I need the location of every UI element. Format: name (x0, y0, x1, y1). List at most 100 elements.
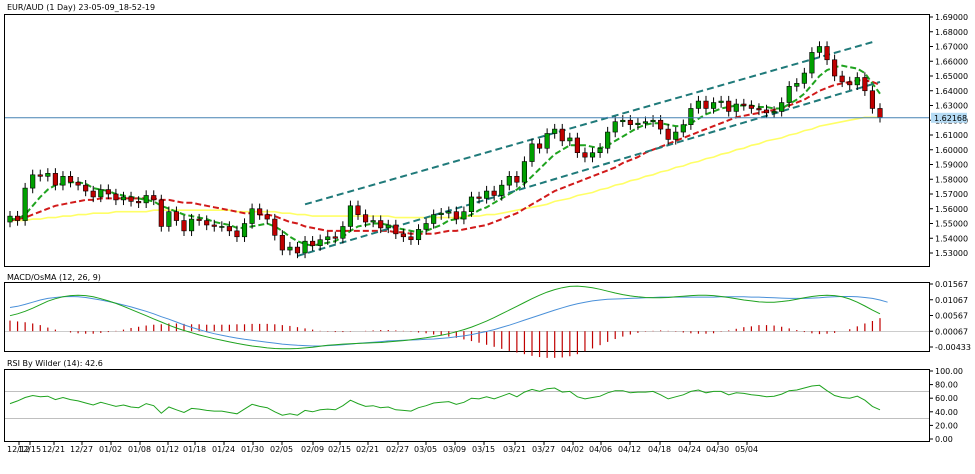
candle-body-bull (809, 52, 815, 74)
candle-body-bear (491, 190, 497, 196)
candle (597, 143, 603, 158)
date-tick-label: 03/09 (443, 445, 466, 454)
candle-body-bear (113, 193, 119, 201)
candle (552, 123, 558, 139)
price-panel (4, 14, 930, 267)
candle (272, 213, 278, 241)
rsi-title: RSI By Wilder (14): 42.6 (7, 359, 103, 368)
candle (7, 210, 13, 228)
price-tag-bg (931, 112, 967, 123)
candle-body-bull (60, 176, 66, 186)
candle-body-bull (506, 176, 512, 186)
candle (529, 138, 535, 167)
candle-body-bear (128, 196, 134, 202)
candle-body-bear (378, 220, 384, 229)
candle-body-bull (302, 240, 308, 254)
candle (128, 191, 134, 207)
candle-body-bull (317, 239, 323, 246)
macd-tick-label: 0.00567 (935, 312, 968, 321)
candle (514, 171, 520, 188)
candle (400, 228, 406, 242)
candle (181, 215, 187, 237)
candle (211, 219, 217, 232)
candle-body-bear (756, 108, 762, 111)
candle-body-bull (219, 226, 225, 228)
candle (340, 221, 346, 244)
candle (809, 47, 815, 79)
candle-body-bear (862, 77, 868, 92)
rsi-tick-label: 80.00 (935, 381, 958, 390)
slow-ma-line (10, 116, 880, 222)
candle-body-bull (461, 211, 467, 220)
candle-body-bull (794, 83, 800, 87)
price-tick-label: 1.55000 (935, 220, 968, 229)
rsi-tick-label: 60.00 (935, 394, 958, 403)
candle-body-bear (362, 214, 369, 223)
candle-body-bear (847, 81, 853, 86)
price-tick-label: 1.68000 (935, 28, 968, 37)
date-tick-label: 12/27 (70, 445, 93, 454)
candle (219, 221, 225, 232)
candle (310, 236, 316, 251)
date-tick-label: 04/30 (706, 445, 729, 454)
candle-body-bear (294, 246, 301, 254)
candle (188, 213, 195, 237)
candle-body-bull (347, 205, 354, 227)
rsi-axis: 100.00 80.00 60.00 40.00 20.00 0.00 (929, 367, 963, 444)
rsi-tick-label: 0.00 (935, 435, 953, 444)
date-tick-label: 12/21 (42, 445, 65, 454)
candle (748, 100, 754, 114)
candle (816, 41, 823, 58)
candle (642, 116, 649, 129)
candle-body-bull (710, 102, 717, 109)
candle (264, 209, 270, 225)
candle (635, 118, 641, 130)
date-tick-label: 02/09 (301, 445, 324, 454)
candle (279, 230, 285, 256)
candle (37, 169, 43, 182)
date-tick-label: 01/12 (156, 445, 179, 454)
candle (151, 190, 157, 206)
date-tick-label: 04/02 (561, 445, 584, 454)
candle-body-bear (67, 176, 74, 183)
candle-body-bear (658, 119, 664, 130)
date-tick-label: 01/02 (99, 445, 122, 454)
candle (688, 103, 694, 130)
candle (355, 200, 361, 220)
candle (423, 218, 429, 235)
candle (332, 231, 338, 244)
candle-body-bull (438, 212, 444, 215)
price-axis: 1.69000 1.68000 1.67000 1.66000 1.65000 1.640… (929, 13, 968, 258)
candle (362, 209, 369, 228)
candle (113, 188, 119, 206)
candle (703, 95, 709, 114)
price-tick-label: 1.63000 (935, 102, 968, 111)
candle-body-bull (854, 77, 860, 86)
candle (75, 177, 81, 191)
candle-body-bear (726, 100, 732, 112)
candle (612, 116, 618, 138)
rsi-tick-label: 20.00 (935, 421, 958, 430)
candle-body-bear (400, 233, 406, 238)
candle (446, 206, 452, 219)
candle-body-bear (136, 201, 142, 204)
candle (249, 203, 255, 229)
candle-body-bull (249, 208, 255, 224)
macd-tick-label: 0.00067 (935, 327, 968, 336)
candle-body-bull (521, 161, 528, 183)
candle-body-bull (7, 215, 13, 223)
candle-body-bull (30, 174, 36, 189)
candle (559, 123, 565, 147)
macd-panel (4, 282, 930, 352)
candle (718, 95, 724, 108)
candle (779, 97, 785, 117)
candle-body-bear (627, 119, 633, 125)
candle-body-bull (415, 229, 422, 241)
candle (695, 95, 702, 114)
candle (673, 126, 679, 145)
date-tick-label: 12/15 (18, 445, 41, 454)
candle (136, 196, 142, 209)
candle-body-bear (559, 128, 565, 142)
